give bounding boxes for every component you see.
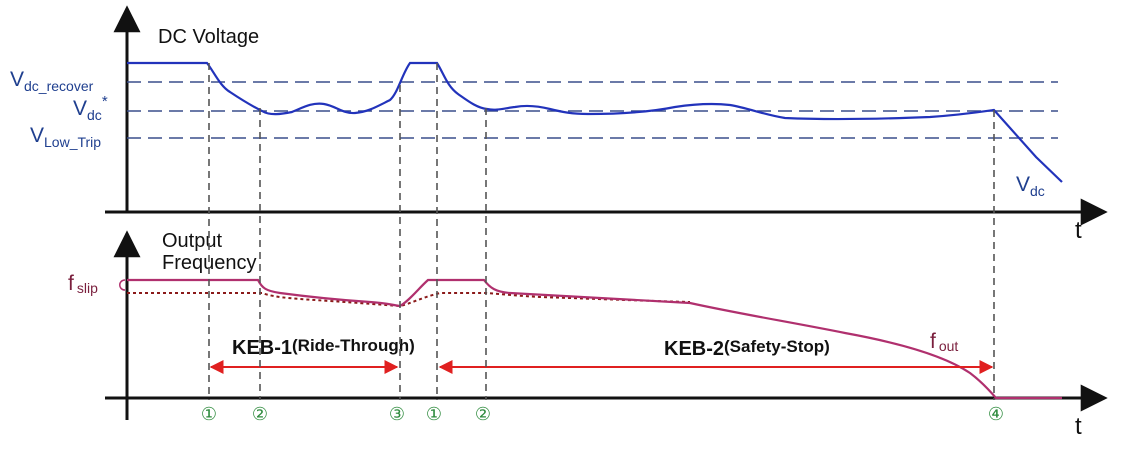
fout-sub: out [939,338,959,354]
fslip-main: f [68,272,74,295]
vdc-recover-main: V [10,68,24,91]
marker-2a: ② [252,404,268,424]
frequency-reference-dotted [127,292,691,308]
dc-voltage-panel: t DC Voltage Vdc_recover Vdc* VLow_Trip … [10,5,1108,244]
fout-main: f [930,330,936,353]
vdc-ref-sup: * [102,93,108,110]
event-guides [208,63,995,400]
output-frequency-panel: t Output Frequency f slip f out KEB-1(Ride… [68,230,1108,440]
bottom-axis-t-label: t [1075,413,1082,440]
marker-1a: ① [201,404,217,424]
keb1-desc: (Ride-Through) [292,336,415,355]
keb2-desc: (Safety-Stop) [724,337,830,356]
vdc-recover-label: Vdc_recover [10,68,94,94]
vdc-curve-sub: dc [1030,183,1045,199]
marker-4: ④ [988,404,1004,424]
keb1-label: KEB-1(Ride-Through) [232,336,415,359]
event-markers: ① ② ③ ① ② ④ [201,404,1004,424]
vlow-trip-sub: Low_Trip [44,134,101,150]
fslip-label: f slip [68,272,98,296]
vdc-ref-main: V [73,97,87,120]
fslip-bracket [119,279,126,291]
vlow-trip-label: VLow_Trip [30,124,101,150]
marker-3: ③ [389,404,405,424]
keb1-name: KEB-1 [232,337,292,359]
keb2-label: KEB-2(Safety-Stop) [664,337,830,360]
marker-1b: ① [426,404,442,424]
output-frequency-curve [127,278,1062,400]
marker-2b: ② [475,404,491,424]
keb2-name: KEB-2 [664,338,724,360]
top-axis-t-label: t [1075,217,1082,244]
vdc-curve-label: Vdc [1016,173,1045,199]
dc-voltage-curve [127,61,1063,183]
vdc-ref-label: Vdc* [73,93,108,123]
vdc-ref-sub: dc [87,107,102,123]
vlow-trip-main: V [30,124,44,147]
vdc-curve-main: V [1016,173,1030,196]
fout-label: f out [930,330,958,354]
vdc-recover-sub: dc_recover [24,78,94,94]
fslip-sub: slip [77,280,98,296]
dc-voltage-title: DC Voltage [158,26,259,48]
output-frequency-title-line1: Output [162,230,222,252]
output-frequency-title-line2: Frequency [162,252,257,274]
